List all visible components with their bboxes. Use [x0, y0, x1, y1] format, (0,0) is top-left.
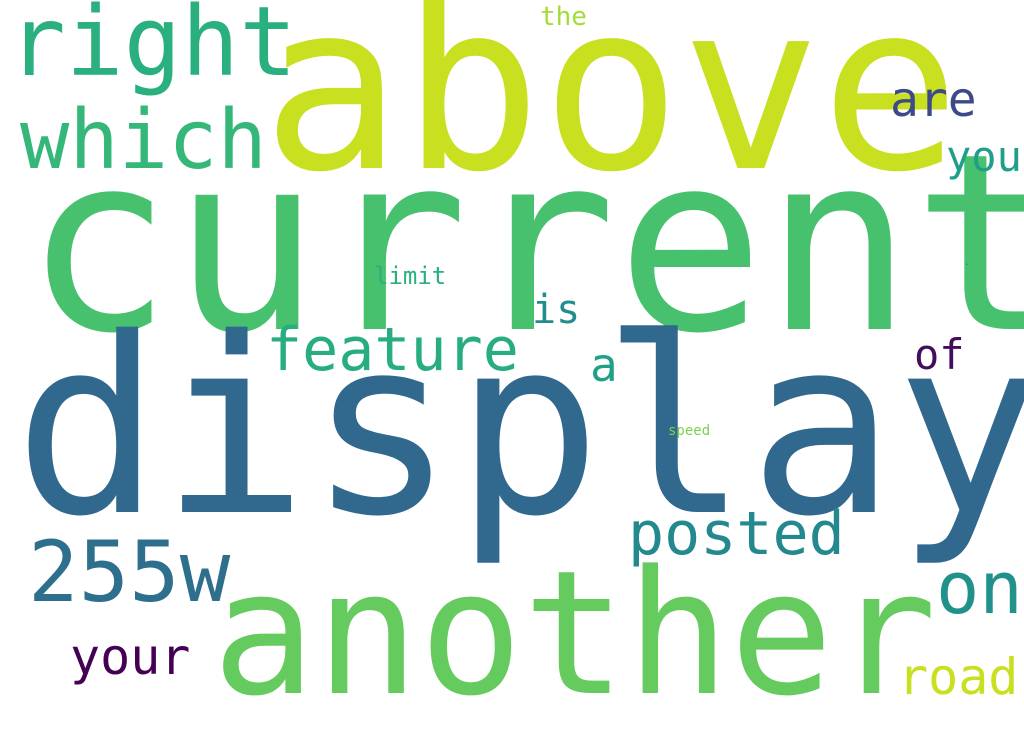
word-you: you [946, 132, 1022, 181]
word-of: of [914, 330, 965, 379]
word-the: the [540, 2, 587, 32]
word-on: on [936, 546, 1023, 630]
word-is: is [532, 287, 581, 333]
word-are: are [890, 72, 977, 128]
word-current: current [24, 102, 1024, 388]
word-which: which [20, 93, 267, 188]
word-speed: speed [668, 423, 711, 439]
word-posted: posted [628, 499, 845, 569]
word-limit: limit [374, 262, 447, 290]
word-dot: . [964, 257, 971, 268]
word-your: your [70, 628, 191, 686]
word-a: a [590, 338, 618, 392]
word-another: another [212, 533, 937, 734]
word-road: road [898, 648, 1019, 706]
word-feature: feature [266, 315, 519, 385]
word-display: display [14, 286, 1024, 570]
word-right: right [8, 0, 297, 98]
word-255w: 255w [28, 523, 231, 621]
word-above: above [262, 0, 961, 223]
